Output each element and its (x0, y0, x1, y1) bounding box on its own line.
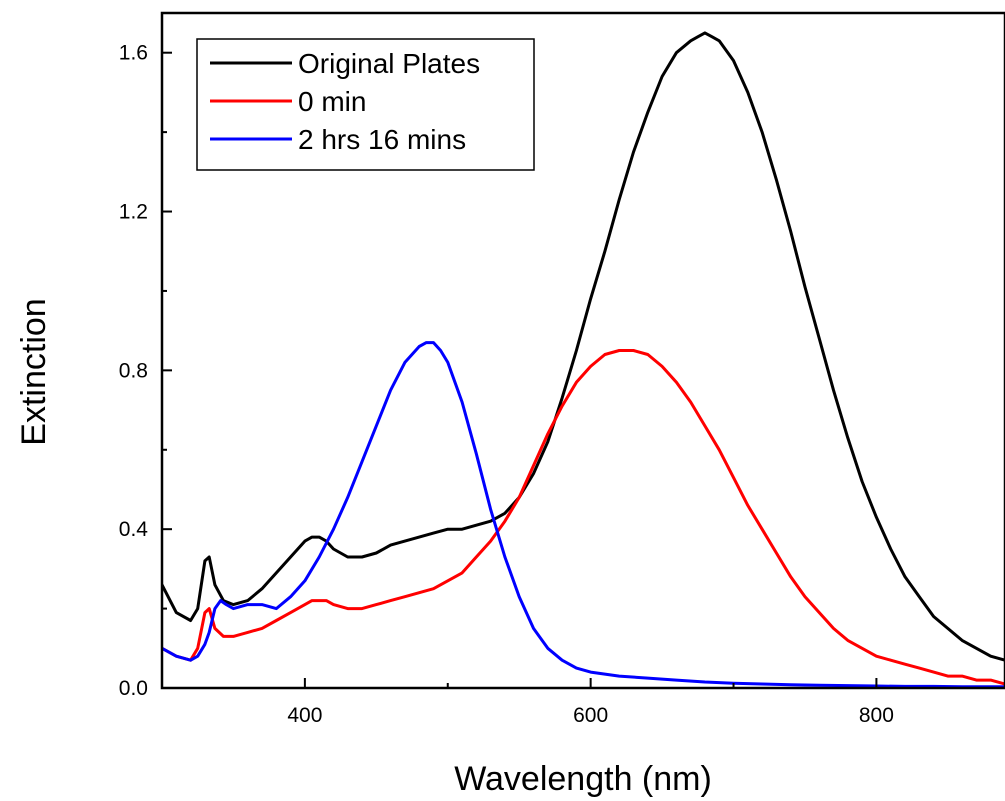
series-line-1 (162, 349, 1005, 686)
series-layer (162, 31, 1005, 688)
y-tick-label-1: 0.4 (119, 518, 149, 541)
series-line-2 (162, 341, 1005, 688)
legend-label-1: 0 min (298, 86, 366, 117)
legend-label-0: Original Plates (298, 48, 480, 79)
plot-frame (160, 11, 1005, 690)
y-tick-label-0: 0.0 (119, 677, 148, 700)
legend-label-2: 2 hrs 16 mins (298, 124, 466, 155)
x-tick-label-400: 400 (287, 704, 322, 727)
x-axis-title: Wavelength (nm) (454, 760, 712, 798)
x-tick-label-600: 600 (573, 704, 608, 727)
y-tick-label-2: 0.8 (119, 359, 148, 382)
legend: Original Plates 0 min 2 hrs 16 mins (196, 38, 535, 171)
y-axis: 0.0 0.4 0.8 1.2 1.6 (119, 42, 172, 700)
series-line-0 (162, 31, 1005, 662)
y-axis-title: Extinction (15, 298, 53, 445)
y-tick-label-3: 1.2 (119, 201, 148, 224)
legend-box (196, 38, 535, 171)
x-axis: 400 600 800 (161, 678, 894, 727)
y-tick-label-4: 1.6 (119, 42, 148, 65)
x-tick-label-800: 800 (859, 704, 894, 727)
